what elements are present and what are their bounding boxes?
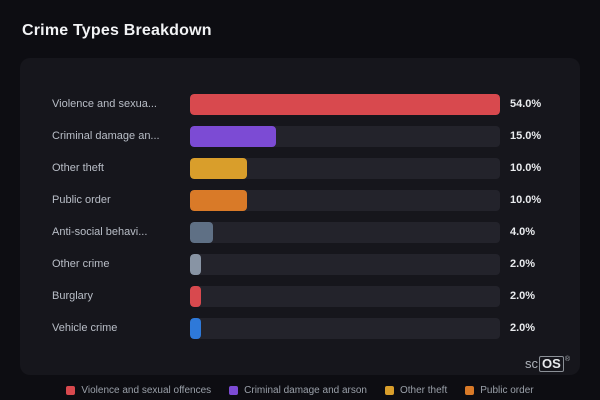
bar-value-label: 2.0% <box>510 258 536 270</box>
legend-item[interactable]: Public order <box>465 385 534 396</box>
bar-row: Criminal damage an... 15.0% <box>20 120 580 152</box>
legend-swatch-icon <box>229 386 239 395</box>
bar-value-label: 2.0% <box>510 290 536 302</box>
legend-label: Public order <box>480 385 534 396</box>
bar-row: Anti-social behavi... 4.0% <box>20 216 580 248</box>
bar-value-label: 15.0% <box>510 130 542 142</box>
registered-trademark-icon: ® <box>564 356 570 363</box>
bar-row: Burglary 2.0% <box>20 280 580 312</box>
bar-track <box>190 189 500 211</box>
bar-row: Other theft 10.0% <box>20 152 580 184</box>
bar-value-label: 10.0% <box>510 162 542 174</box>
bar-track <box>190 285 500 307</box>
bar-rows: Violence and sexua... 54.0% Criminal damag… <box>20 88 580 344</box>
bar-category-label: Criminal damage an... <box>52 130 160 142</box>
legend-item[interactable]: Other theft <box>384 385 448 396</box>
bar-fill[interactable] <box>190 157 248 179</box>
bar-category-label: Other crime <box>52 258 110 270</box>
watermark-prefix: sc <box>525 356 539 371</box>
legend-swatch-icon <box>66 386 76 395</box>
bar-category-label: Public order <box>52 194 111 206</box>
bar-row: Public order 10.0% <box>20 184 580 216</box>
bar-category-label: Burglary <box>52 290 93 302</box>
bar-value-label: 10.0% <box>510 194 542 206</box>
bar-fill[interactable] <box>190 253 202 275</box>
bar-row: Other crime 2.0% <box>20 248 580 280</box>
bar-value-label: 4.0% <box>510 226 536 238</box>
bar-row: Vehicle crime 2.0% <box>20 312 580 344</box>
page-title: Crime Types Breakdown <box>22 22 212 39</box>
chart-legend: Violence and sexual offences Criminal dam… <box>0 385 600 396</box>
legend-item[interactable]: Criminal damage and arson <box>229 385 367 396</box>
bar-category-label: Other theft <box>52 162 104 174</box>
bar-chart-card: Violence and sexua... 54.0% Criminal damag… <box>20 58 580 375</box>
legend-item[interactable]: Violence and sexual offences <box>66 385 211 396</box>
bar-track <box>190 157 500 179</box>
bar-fill[interactable] <box>190 285 202 307</box>
legend-swatch-icon <box>384 386 394 395</box>
legend-label: Criminal damage and arson <box>244 385 367 396</box>
bar-value-label: 2.0% <box>510 322 536 334</box>
bar-category-label: Violence and sexua... <box>52 98 157 110</box>
bar-category-label: Anti-social behavi... <box>52 226 148 238</box>
bar-fill[interactable] <box>190 93 500 115</box>
bar-fill[interactable] <box>190 221 213 243</box>
bar-fill[interactable] <box>190 189 248 211</box>
bar-value-label: 54.0% <box>510 98 542 110</box>
bar-fill[interactable] <box>190 125 277 147</box>
watermark-box: OS <box>539 356 564 372</box>
bar-fill[interactable] <box>190 317 202 339</box>
legend-label: Other theft <box>399 385 448 396</box>
bar-track <box>190 125 500 147</box>
legend-swatch-icon <box>465 386 475 395</box>
bar-track <box>190 317 500 339</box>
bar-track <box>190 93 500 115</box>
bar-row: Violence and sexua... 54.0% <box>20 88 580 120</box>
bar-track <box>190 253 500 275</box>
bar-track <box>190 221 500 243</box>
bar-category-label: Vehicle crime <box>52 322 118 334</box>
legend-label: Violence and sexual offences <box>81 385 212 396</box>
watermark-logo: sc OS ® <box>525 356 570 372</box>
